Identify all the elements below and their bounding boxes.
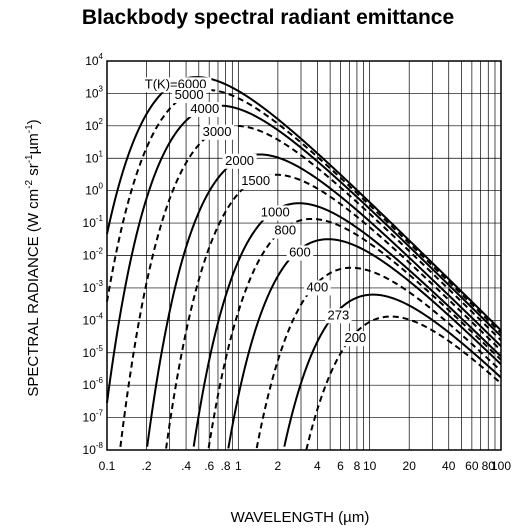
x-tick-label: 8 <box>354 459 361 473</box>
curve-label-bg <box>172 88 207 104</box>
y-tick-label: 10-3 <box>83 279 104 295</box>
x-tick-label: .8 <box>221 459 231 473</box>
curve-label-1000: 1000 <box>261 204 290 219</box>
y-tick-label: 10-4 <box>83 311 104 327</box>
x-tick-label: 6 <box>337 459 344 473</box>
plot-frame <box>106 60 502 451</box>
curve-label-273: 273 <box>328 307 350 322</box>
x-tick-label: 80 <box>482 459 496 473</box>
curve-600K <box>227 238 502 449</box>
curve-400K <box>255 266 502 449</box>
curve-4000K <box>106 104 502 403</box>
y-tick-label: 10-5 <box>83 344 104 360</box>
curve-label-600: 600 <box>289 245 311 260</box>
x-tick-label: 0.1 <box>99 459 116 473</box>
y-tick-label: 10-2 <box>83 247 104 263</box>
y-tick-label: 10-1 <box>83 214 104 230</box>
curve-3000K <box>119 124 502 447</box>
x-tick-label: 100 <box>491 459 511 473</box>
curve-label-5000: 5000 <box>175 87 204 102</box>
x-tick-label: .6 <box>204 459 214 473</box>
curve-label-bg <box>286 245 314 261</box>
y-tick-label: 101 <box>85 149 103 165</box>
y-tick-label: 103 <box>85 84 103 100</box>
curve-label-3000: 3000 <box>203 124 232 139</box>
x-tick-label: 1 <box>235 459 242 473</box>
x-tick-label: 2 <box>275 459 282 473</box>
curve-label-800: 800 <box>274 223 296 238</box>
curve-label-bg <box>238 174 273 190</box>
curve-5000K <box>106 88 502 334</box>
y-tick-label: 104 <box>85 52 103 68</box>
curves <box>106 76 502 451</box>
curve-label-bg <box>222 153 257 169</box>
curve-273K <box>283 293 502 447</box>
curve-label-bg <box>342 331 369 347</box>
curve-label-bg <box>325 308 352 324</box>
x-tick-label: .4 <box>181 459 191 473</box>
y-tick-label: 100 <box>85 182 103 198</box>
curve-label-bg <box>200 124 235 140</box>
y-tick-label: 10-6 <box>83 376 104 392</box>
curve-label-2000: 2000 <box>225 153 254 168</box>
curve-label-6000: T(K)=6000 <box>145 76 207 91</box>
y-tick-label: 10-7 <box>83 409 104 425</box>
curve-2000K <box>146 153 502 447</box>
curve-label-bg <box>304 280 331 296</box>
x-tick-label: 20 <box>403 459 417 473</box>
curve-label-4000: 4000 <box>190 101 219 116</box>
x-tick-label: 60 <box>465 459 479 473</box>
x-tick-label: 10 <box>363 459 377 473</box>
y-axis-label: SPECTRAL RADIANCE (W cm-2 sr-1µm-1) <box>24 119 42 396</box>
x-tick-label: 40 <box>442 459 456 473</box>
curve-label-400: 400 <box>307 279 329 294</box>
curve-label-bg <box>272 223 299 239</box>
y-tick-label: 102 <box>85 117 103 133</box>
x-axis-label: WAVELENGTH (µm) <box>231 509 370 526</box>
y-tick-labels: 104 103 102 101 100 10-1 10-2 10-3 10-4 10-5 10-6 1… <box>83 52 104 457</box>
x-tick-label: 4 <box>314 459 321 473</box>
curve-label-bg <box>187 102 222 118</box>
curve-200K <box>305 315 502 451</box>
curve-1500K <box>165 173 502 449</box>
curve-label-bg <box>258 205 293 221</box>
curve-label-200: 200 <box>344 330 366 345</box>
curve-800K <box>207 217 502 449</box>
curve-1000K <box>192 202 502 447</box>
y-tick-label: 10-8 <box>83 441 104 457</box>
x-tick-label: .2 <box>142 459 152 473</box>
chart-title: Blackbody spectral radiant emittance <box>82 6 454 29</box>
curve-label-1500: 1500 <box>241 173 270 188</box>
